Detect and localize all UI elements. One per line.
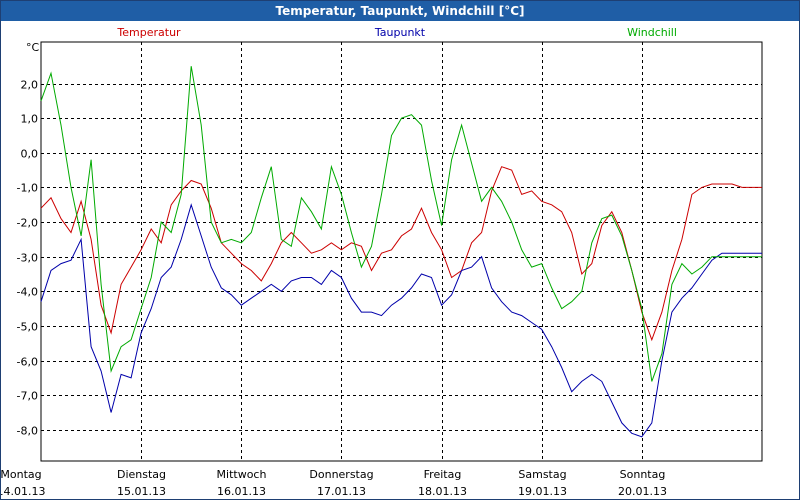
legend-entry-windchill: Windchill xyxy=(627,26,677,39)
y-axis-unit-label: °C xyxy=(26,41,40,54)
x-tick-day-label: Donnerstag xyxy=(309,468,373,481)
series-line-windchill xyxy=(40,66,762,382)
x-tick-day-label: Montag xyxy=(1,468,42,481)
x-tick-date-label: 17.01.13 xyxy=(317,485,366,498)
y-tick-label: -7,0 xyxy=(17,390,38,403)
x-axis: Montag 14.01.13 Dienstag 15.01.13 Mittwoch 16… xyxy=(1,468,667,498)
y-tick-label: -4,0 xyxy=(17,286,38,299)
x-tick-day-label: Sonntag xyxy=(620,468,666,481)
series-line-taupunkt xyxy=(40,203,762,438)
grid xyxy=(41,42,762,461)
y-tick-label: -6,0 xyxy=(17,356,38,369)
y-tick-label: 0,0 xyxy=(21,148,39,161)
y-tick-label: -5,0 xyxy=(17,321,38,334)
legend: Temperatur Taupunkt Windchill xyxy=(116,26,677,39)
x-tick-date-label: 16.01.13 xyxy=(217,485,266,498)
y-tick-label: -8,0 xyxy=(17,425,38,438)
line-chart: 2,0 1,0 0,0 -1,0 -2,0 -3,0 -4,0 -5,0 -6,0 -7,0 -8,… xyxy=(1,26,763,498)
x-tick-day-label: Mittwoch xyxy=(217,468,267,481)
y-tick-label: -3,0 xyxy=(17,252,38,265)
legend-entry-temperatur: Temperatur xyxy=(116,26,181,39)
x-tick-date-label: 14.01.13 xyxy=(1,485,45,498)
y-tick-label: -1,0 xyxy=(17,182,38,195)
x-tick-date-label: 15.01.13 xyxy=(117,485,166,498)
plot-area-border xyxy=(40,41,763,462)
x-tick-date-label: 18.01.13 xyxy=(418,485,467,498)
x-tick-day-label: Samstag xyxy=(518,468,566,481)
y-tick-label: 1,0 xyxy=(21,113,39,126)
y-tick-label: -2,0 xyxy=(17,217,38,230)
x-tick-day-label: Dienstag xyxy=(117,468,166,481)
y-axis: 2,0 1,0 0,0 -1,0 -2,0 -3,0 -4,0 -5,0 -6,0 -7,0 -8,… xyxy=(17,79,38,438)
x-tick-date-label: 20.01.13 xyxy=(618,485,667,498)
x-tick-day-label: Freitag xyxy=(424,468,462,481)
x-tick-date-label: 19.01.13 xyxy=(518,485,567,498)
series-lines xyxy=(40,66,762,438)
y-tick-label: 2,0 xyxy=(21,79,39,92)
legend-entry-taupunkt: Taupunkt xyxy=(374,26,426,39)
window-title: Temperatur, Taupunkt, Windchill [°C] xyxy=(1,1,799,21)
